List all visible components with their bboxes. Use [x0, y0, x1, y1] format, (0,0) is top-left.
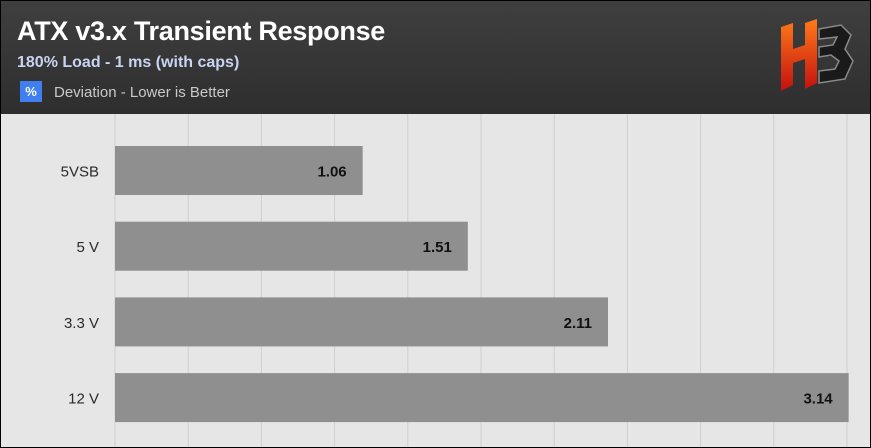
category-label: 5 V: [76, 239, 99, 256]
chart-title: ATX v3.x Transient Response: [17, 16, 386, 46]
hb-logo-icon: [781, 19, 854, 91]
bar: [115, 297, 609, 347]
chart-subtitle: 180% Load - 1 ms (with caps): [17, 54, 240, 71]
legend-label: Deviation - Lower is Better: [54, 84, 230, 101]
bar-value-label: 1.06: [317, 164, 346, 181]
category-label: 12 V: [68, 391, 99, 408]
chart-header: ATX v3.x Transient Response 180% Load - …: [1, 1, 870, 114]
bar: [115, 221, 468, 271]
bar-value-label: 2.11: [564, 315, 592, 332]
bar: [115, 146, 363, 195]
legend-swatch: %: [20, 81, 42, 102]
category-label: 5VSB: [61, 164, 99, 181]
bar-value-label: 1.51: [423, 239, 452, 256]
bar-value-label: 3.14: [803, 391, 833, 408]
chart-plot-area: 5VSB 1.06 5 V 1.51 3.3 V 2.11 12 V 3.14: [61, 114, 849, 447]
bar: [115, 373, 849, 423]
category-label: 3.3 V: [64, 315, 99, 332]
